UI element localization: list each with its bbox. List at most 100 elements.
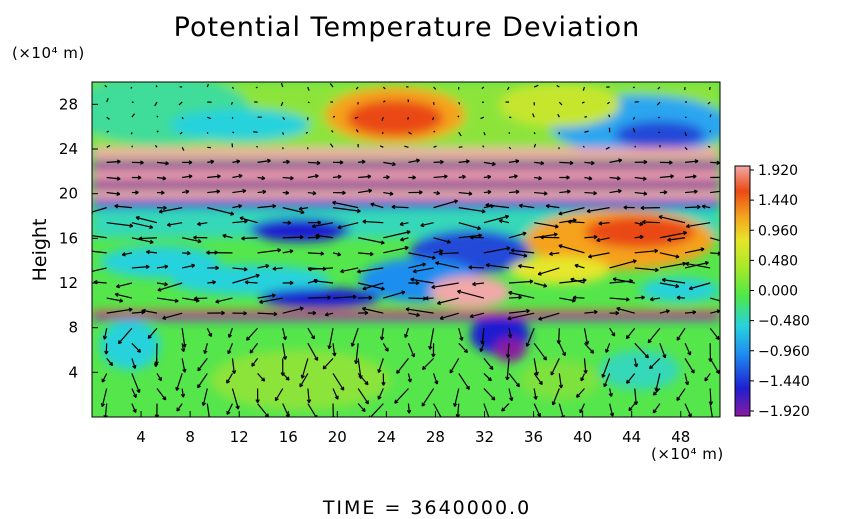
wind-arrow — [182, 237, 202, 243]
wind-arrow — [251, 358, 259, 367]
wind-arrow — [155, 85, 158, 88]
wind-arrow — [135, 216, 158, 224]
wind-arrow — [676, 296, 686, 299]
wind-arrow — [532, 113, 535, 118]
wind-arrow-head — [428, 345, 431, 350]
wind-arrow — [609, 280, 633, 284]
wind-arrow — [701, 205, 711, 209]
wind-arrow — [408, 252, 436, 259]
wind-arrow — [684, 403, 692, 417]
wind-arrow-head — [462, 176, 466, 180]
x-tick-label: 12 — [230, 428, 249, 446]
wind-arrow-head — [136, 350, 141, 353]
wind-arrow-head — [369, 253, 374, 257]
wind-arrow-head — [354, 360, 357, 364]
wind-arrow-head — [162, 178, 167, 181]
wind-arrow — [382, 86, 386, 90]
wind-arrow — [391, 206, 409, 209]
wind-arrow-head — [287, 222, 292, 226]
wind-arrow-head — [116, 193, 121, 196]
wind-arrow — [609, 260, 637, 269]
wind-arrow-head — [364, 382, 369, 386]
wind-arrow — [659, 310, 670, 314]
wind-arrow — [483, 373, 492, 382]
wind-arrow-head — [538, 316, 542, 320]
wind-arrow — [632, 86, 635, 89]
wind-arrow — [178, 101, 183, 106]
wind-arrow — [709, 388, 712, 405]
wind-arrow-head — [641, 296, 645, 300]
wind-arrow — [106, 222, 133, 227]
wind-arrow — [481, 328, 485, 344]
wind-arrow — [676, 327, 686, 341]
wind-arrow — [298, 207, 308, 210]
wind-arrow — [710, 237, 720, 242]
wind-arrow — [131, 145, 134, 148]
wind-arrow-head — [633, 260, 637, 264]
wind-arrow — [581, 101, 585, 104]
wind-arrow-head — [411, 354, 415, 358]
wind-arrow — [114, 205, 132, 209]
wind-arrow — [508, 132, 511, 135]
wind-arrow-head — [705, 262, 709, 266]
wind-arrow-head — [206, 250, 210, 254]
wind-arrow — [609, 159, 622, 163]
wind-arrow-head — [542, 357, 547, 361]
wind-arrow — [433, 403, 442, 417]
wind-arrow-head — [465, 387, 470, 390]
wind-arrow-head — [185, 190, 190, 195]
wind-arrow — [483, 388, 496, 401]
wind-arrow-head — [469, 235, 474, 238]
wind-arrow — [458, 328, 463, 341]
wind-arrow-head — [518, 296, 522, 300]
wind-arrow-head — [509, 397, 513, 402]
wind-arrow-head — [649, 365, 652, 369]
wind-arrow-head — [197, 241, 202, 244]
wind-arrow-head — [440, 161, 444, 165]
wind-arrow — [182, 252, 191, 255]
wind-arrow-head — [469, 313, 474, 318]
wind-arrow — [204, 343, 208, 354]
wind-arrow-head — [320, 253, 325, 256]
x-axis-unit: (×10⁴ m) — [651, 445, 724, 463]
wind-arrow — [421, 388, 435, 407]
wind-arrow — [106, 297, 123, 302]
wind-arrow — [534, 282, 547, 287]
wind-arrow — [483, 247, 510, 254]
wind-arrow — [533, 84, 539, 88]
wind-arrow — [354, 116, 359, 119]
wind-arrow-head — [132, 365, 136, 369]
wind-arrow — [584, 311, 598, 314]
wind-arrow — [609, 327, 616, 337]
wind-arrow-head — [114, 292, 119, 295]
wind-arrow — [652, 403, 661, 414]
wind-arrow-head — [93, 280, 98, 283]
wind-arrow-head — [215, 267, 219, 271]
wind-arrow-head — [640, 205, 645, 209]
wind-arrow — [182, 175, 193, 179]
wind-arrow — [157, 282, 183, 291]
wind-arrow — [603, 373, 611, 387]
wind-arrow-head — [396, 369, 398, 374]
wind-arrow-head — [361, 161, 366, 165]
wind-arrow-head — [222, 233, 227, 236]
wind-arrow-head — [149, 227, 153, 230]
wind-arrow-head — [256, 274, 260, 279]
wind-arrow — [106, 144, 111, 148]
wind-arrow — [282, 132, 284, 135]
wind-arrow — [433, 86, 437, 90]
wind-arrow-head — [572, 295, 577, 299]
wind-arrow — [625, 327, 636, 339]
wind-arrow — [404, 328, 410, 338]
wind-arrow-head — [188, 175, 193, 179]
wind-arrow-head — [322, 365, 325, 370]
wind-arrow-head — [290, 177, 294, 181]
wind-arrow — [558, 403, 564, 417]
x-tick-label: 40 — [573, 428, 592, 446]
wind-arrow — [307, 252, 324, 255]
wind-arrow — [116, 282, 133, 288]
wind-arrow-head — [327, 296, 331, 300]
wind-arrow-head — [156, 414, 160, 417]
wind-arrow — [508, 160, 519, 163]
